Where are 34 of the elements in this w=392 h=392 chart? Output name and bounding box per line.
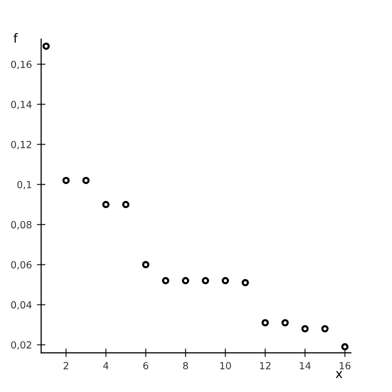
x-tick-label: 14	[300, 362, 311, 370]
point	[122, 200, 130, 208]
point	[301, 325, 309, 332]
y-axis-title: f	[14, 33, 18, 43]
point	[162, 277, 170, 284]
y-tick-label: 0,04	[11, 301, 32, 310]
y-tick-label: 0,08	[11, 221, 32, 230]
point	[102, 200, 110, 208]
point	[242, 279, 249, 286]
x-tick-label: 16	[340, 362, 350, 370]
x-tick-label: 4	[103, 362, 108, 370]
y-tick-label: 0,1	[17, 180, 32, 190]
x-tick-label: 10	[220, 362, 231, 370]
x-tick-label: 8	[183, 362, 188, 370]
point	[62, 176, 70, 184]
y-tick-label: 0,14	[11, 100, 32, 110]
y-tick-label: 0,02	[11, 341, 32, 350]
x-tick-label: 6	[143, 362, 148, 370]
point	[42, 42, 50, 50]
y-tick-label: 0,06	[11, 261, 32, 270]
point	[182, 277, 190, 284]
point	[281, 319, 289, 326]
point	[262, 319, 269, 326]
y-tick-label: 0,16	[11, 60, 32, 70]
point	[82, 176, 90, 184]
point	[222, 277, 230, 284]
x-tick-label: 12	[260, 362, 270, 370]
point	[202, 277, 210, 284]
x-axis-title: x	[336, 371, 342, 378]
point	[321, 325, 329, 332]
point	[142, 260, 150, 268]
x-tick-label: 2	[64, 362, 68, 370]
point	[341, 343, 349, 350]
y-tick-label: 0,12	[11, 140, 32, 150]
